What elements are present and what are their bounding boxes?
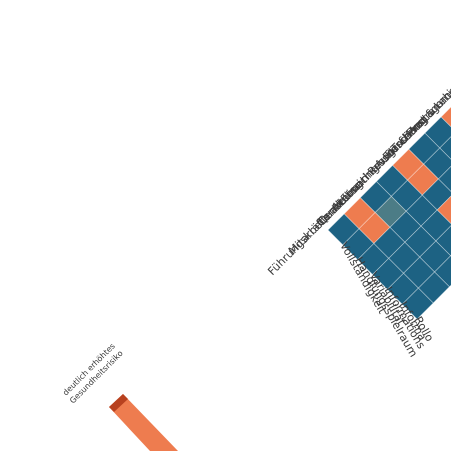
legend: deutlich erhöhtes Gesundheitsrisiko xyxy=(61,342,178,451)
row-label: Führungskräfte xyxy=(265,210,333,278)
heatmap-grid xyxy=(327,106,451,320)
heatmap-cell xyxy=(401,287,434,320)
heatmap-cell xyxy=(436,195,451,225)
heatmap-cell xyxy=(437,165,451,192)
heatmap-cell xyxy=(439,136,451,160)
legend-swatch-elevated xyxy=(109,394,178,451)
heatmap-cell xyxy=(440,106,451,128)
legend-swatch-edge xyxy=(109,394,128,412)
